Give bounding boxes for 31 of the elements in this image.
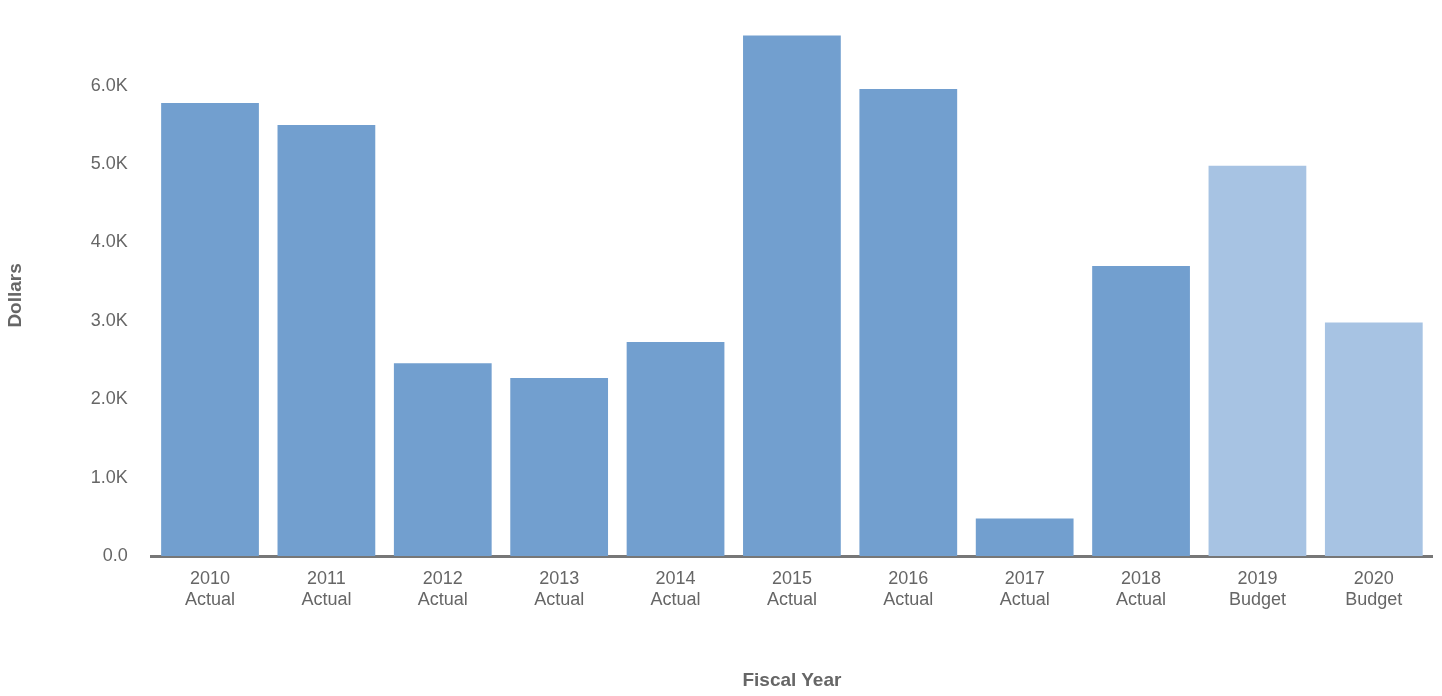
bar [510,378,609,556]
bar [277,124,376,556]
bar [1092,266,1190,556]
y-tick-label: 4.0K [90,231,128,252]
bar [626,342,725,556]
bar [393,363,492,556]
x-tick-label: 2018 Actual [1116,567,1167,610]
x-tick-label: 2017 Actual [999,567,1050,610]
y-axis-title: Dollars [3,263,25,328]
x-tick-label: 2020 Budget [1345,567,1403,610]
x-tick-label: 2013 Actual [534,567,585,610]
x-tick-label: 2011 Actual [301,567,352,610]
y-tick-label: 1.0K [90,466,128,487]
x-tick-label: 2014 Actual [650,567,701,610]
bar [975,518,1074,556]
x-tick-label: 2019 Budget [1228,567,1286,610]
x-tick-label: 2015 Actual [766,567,817,610]
y-tick-label: 5.0K [90,153,128,174]
x-tick-label: 2012 Actual [417,567,468,610]
bar [1208,165,1307,556]
y-tick-label: 6.0K [90,74,128,95]
bar [161,102,259,556]
x-tick-label: 2010 Actual [185,567,236,610]
bar [743,35,841,556]
y-tick-label: 0.0 [102,544,128,565]
y-tick-label: 2.0K [90,388,128,409]
bar [1324,322,1423,556]
x-tick-label: 2016 Actual [883,567,934,610]
y-tick-label: 3.0K [90,309,128,330]
bar [859,88,958,556]
x-axis-title: Fiscal Year [742,668,842,690]
